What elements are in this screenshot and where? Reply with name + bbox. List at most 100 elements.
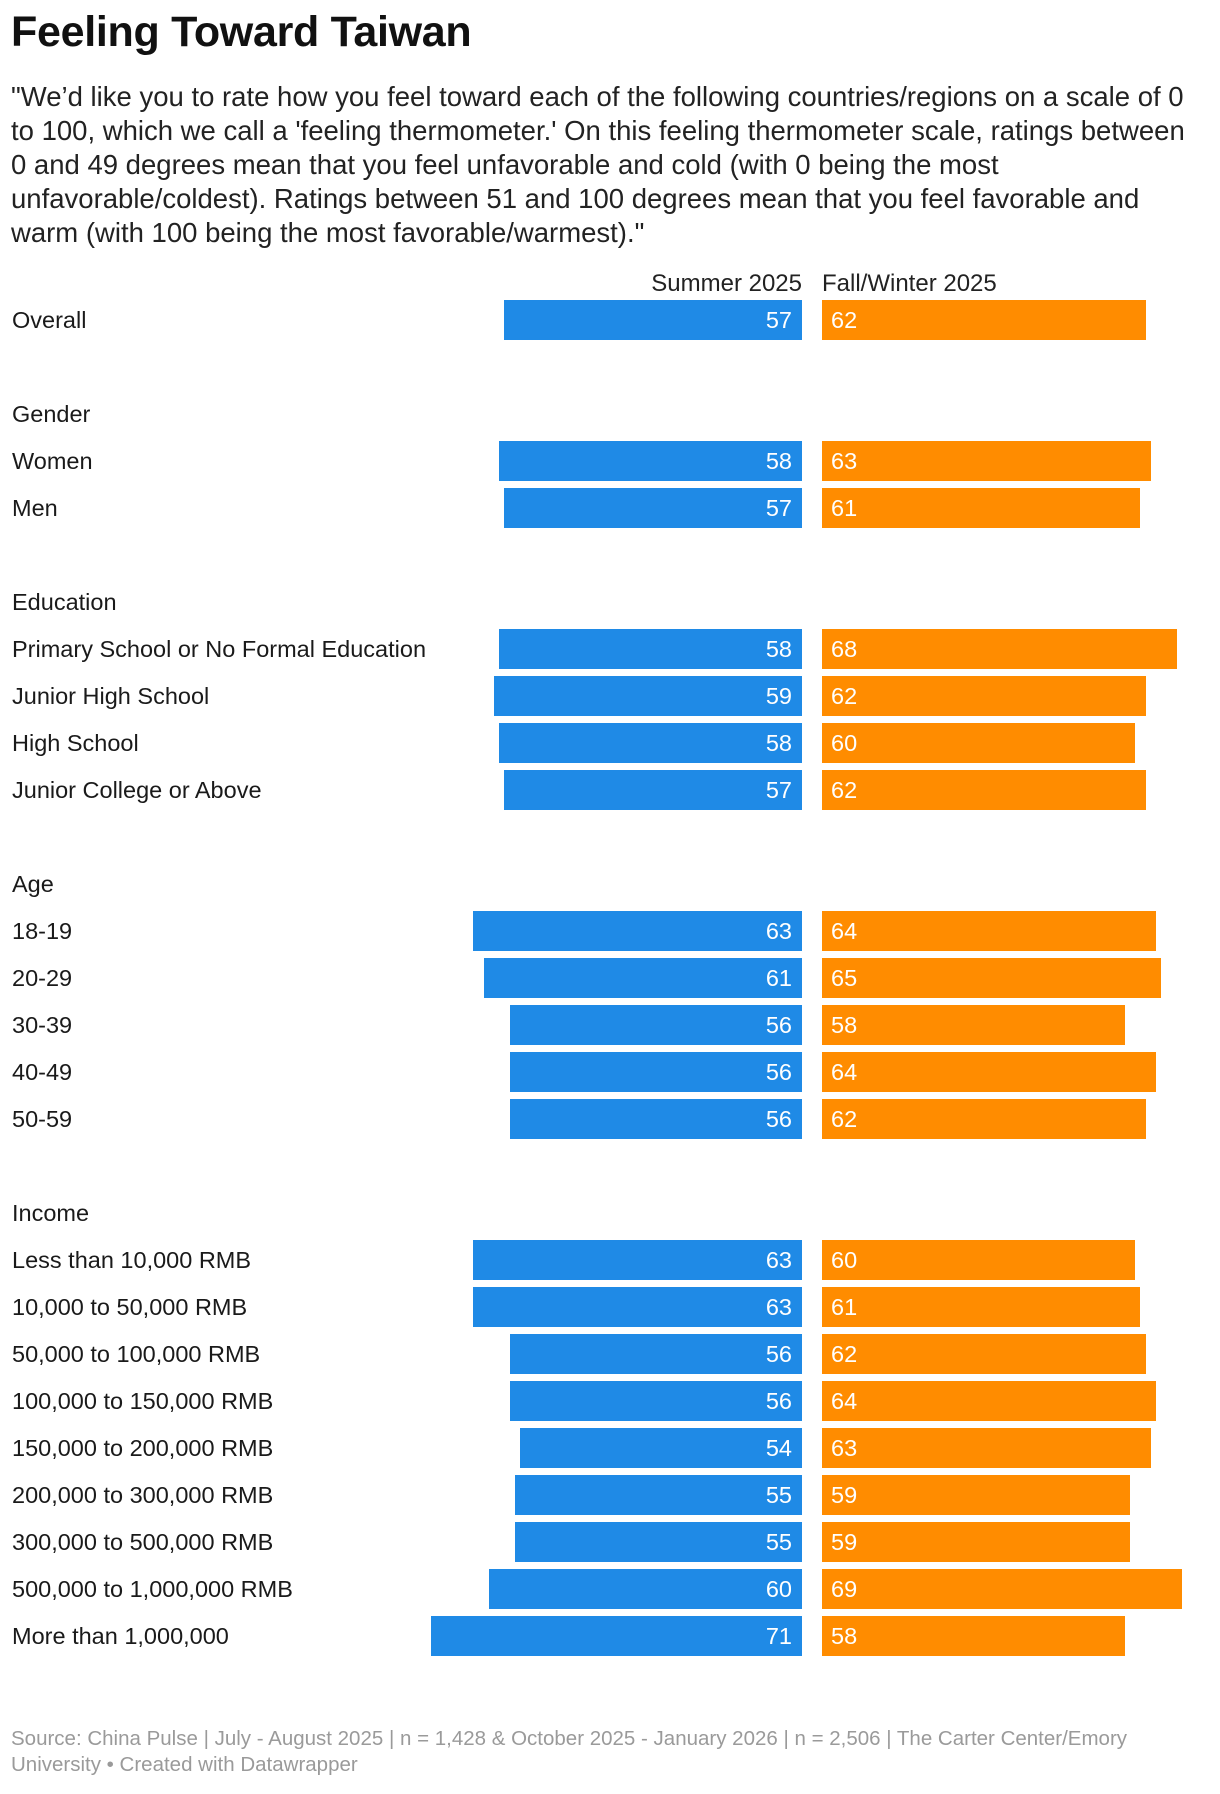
row-label: Men <box>12 495 58 521</box>
bar-summer <box>483 958 802 998</box>
chart-area: Summer 2025 Fall/Winter 2025 Overall 57 62… <box>0 262 1220 1702</box>
bar-fall <box>822 958 1162 998</box>
row-label: Primary School or No Formal Education <box>12 636 427 662</box>
row-label: 150,000 to 200,000 RMB <box>12 1435 274 1461</box>
value-label-summer: 63 <box>765 918 792 944</box>
value-label-summer: 58 <box>765 730 792 756</box>
value-label-fall: 59 <box>831 1529 858 1555</box>
row-label: 30-39 <box>12 1012 73 1038</box>
value-label-fall: 64 <box>831 1388 858 1414</box>
bar-summer <box>509 1052 802 1092</box>
value-label-summer: 63 <box>765 1247 792 1273</box>
chart-title: Feeling Toward Taiwan <box>11 8 472 56</box>
value-label-fall: 58 <box>831 1012 858 1038</box>
bar-summer <box>499 629 802 669</box>
bar-fall <box>822 1099 1146 1139</box>
value-label-fall: 63 <box>831 448 858 474</box>
bar-summer <box>504 770 802 810</box>
value-label-summer: 57 <box>765 495 792 521</box>
bar-summer <box>509 1005 802 1045</box>
series-header-summer: Summer 2025 <box>651 270 802 297</box>
value-label-fall: 63 <box>831 1435 858 1461</box>
bar-fall <box>822 1005 1125 1045</box>
bar-fall <box>822 723 1136 763</box>
bar-fall <box>822 441 1151 481</box>
bar-summer <box>488 1569 802 1609</box>
source-footer: Source: China Pulse | July - August 2025… <box>11 1727 1128 1776</box>
bar-summer <box>473 1240 802 1280</box>
value-label-summer: 56 <box>765 1059 792 1085</box>
value-label-fall: 61 <box>831 495 858 521</box>
bar-fall <box>822 1052 1157 1092</box>
row-label: 100,000 to 150,000 RMB <box>12 1388 274 1414</box>
bar-fall <box>822 300 1146 340</box>
value-label-fall: 62 <box>831 1341 858 1367</box>
value-label-summer: 56 <box>765 1012 792 1038</box>
bar-fall <box>822 1569 1183 1609</box>
group-label: Income <box>12 1200 90 1226</box>
group-label: Gender <box>12 401 91 427</box>
row-label: High School <box>12 730 139 756</box>
bar-fall <box>822 1522 1130 1562</box>
value-label-summer: 56 <box>765 1106 792 1132</box>
value-label-summer: 54 <box>765 1435 792 1461</box>
bar-summer <box>504 488 802 528</box>
value-label-fall: 65 <box>831 965 858 991</box>
value-label-summer: 59 <box>765 683 792 709</box>
row-label: 500,000 to 1,000,000 RMB <box>12 1576 293 1602</box>
value-label-summer: 58 <box>765 448 792 474</box>
value-label-fall: 60 <box>831 730 858 756</box>
value-label-fall: 64 <box>831 1059 858 1085</box>
value-label-summer: 57 <box>765 777 792 803</box>
bar-summer <box>473 911 802 951</box>
bar-fall <box>822 629 1177 669</box>
value-label-fall: 64 <box>831 918 858 944</box>
value-label-fall: 62 <box>831 777 858 803</box>
value-label-fall: 68 <box>831 636 858 662</box>
value-label-summer: 57 <box>765 307 792 333</box>
row-label: 18-19 <box>12 918 73 944</box>
value-label-fall: 60 <box>831 1247 858 1273</box>
bar-summer <box>509 1381 802 1421</box>
bar-summer <box>473 1287 802 1327</box>
value-label-fall: 58 <box>831 1623 858 1649</box>
value-label-fall: 69 <box>831 1576 858 1602</box>
bar-summer <box>494 676 802 716</box>
row-label: 50-59 <box>12 1106 73 1132</box>
row-label: Overall <box>12 307 87 333</box>
value-label-summer: 56 <box>765 1388 792 1414</box>
row-label: Less than 10,000 RMB <box>12 1247 252 1273</box>
bar-summer <box>509 1334 802 1374</box>
series-header-fall: Fall/Winter 2025 <box>822 270 997 297</box>
row-label: 50,000 to 100,000 RMB <box>12 1341 261 1367</box>
value-label-summer: 55 <box>765 1482 792 1508</box>
row-label: 10,000 to 50,000 RMB <box>12 1294 248 1320</box>
row-label: 40-49 <box>12 1059 73 1085</box>
chart-subtitle: "We’d like you to rate how you feel towa… <box>11 81 1185 248</box>
bar-fall <box>822 488 1141 528</box>
bar-fall <box>822 1381 1157 1421</box>
bar-fall <box>822 911 1157 951</box>
bar-fall <box>822 1287 1141 1327</box>
bar-fall <box>822 1475 1130 1515</box>
value-label-summer: 61 <box>765 965 792 991</box>
value-label-fall: 62 <box>831 307 858 333</box>
bar-summer <box>514 1475 802 1515</box>
value-label-summer: 63 <box>765 1294 792 1320</box>
group-label: Age <box>12 871 54 897</box>
row-label: 300,000 to 500,000 RMB <box>12 1529 274 1555</box>
row-label: Junior High School <box>12 683 210 709</box>
bar-summer <box>431 1616 802 1656</box>
value-label-fall: 61 <box>831 1294 858 1320</box>
row-label: 200,000 to 300,000 RMB <box>12 1482 274 1508</box>
value-label-summer: 60 <box>765 1576 792 1602</box>
row-label: More than 1,000,000 <box>12 1623 229 1649</box>
row-label: 20-29 <box>12 965 73 991</box>
row-label: Junior College or Above <box>12 777 262 803</box>
bar-fall <box>822 770 1146 810</box>
value-label-summer: 71 <box>765 1623 792 1649</box>
bar-fall <box>822 1616 1125 1656</box>
value-label-fall: 62 <box>831 683 858 709</box>
bar-summer <box>504 300 802 340</box>
bar-fall <box>822 1334 1146 1374</box>
